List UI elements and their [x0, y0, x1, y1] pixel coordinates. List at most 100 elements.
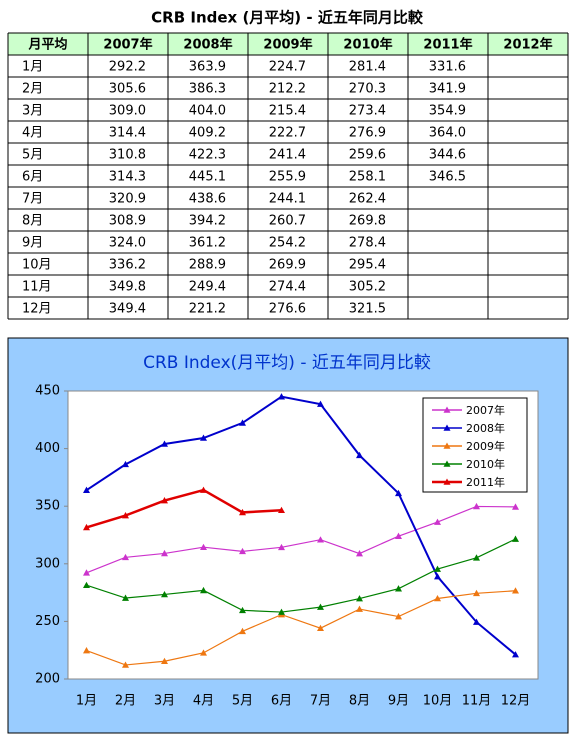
y-tick-label: 200: [35, 672, 60, 687]
point-marker: [200, 434, 207, 441]
table-value-cell: 262.4: [349, 192, 386, 207]
y-tick-label: 300: [35, 556, 60, 571]
x-tick-label: 6月: [271, 694, 292, 709]
point-marker: [83, 486, 90, 493]
point-marker: [356, 451, 363, 459]
point-marker: [317, 536, 324, 543]
table-value-cell: 344.6: [429, 148, 466, 163]
table-month-cell: 1月: [22, 60, 43, 75]
series-line: [86, 488, 282, 529]
point-marker: [317, 603, 324, 610]
point-marker: [395, 585, 402, 592]
x-tick-label: 12月: [501, 694, 531, 709]
table-value-cell: 222.7: [269, 126, 306, 141]
table-value-cell: 255.9: [269, 170, 306, 185]
series-line: [86, 590, 516, 666]
table-value-cell: 354.9: [429, 104, 466, 119]
table-value-cell: 314.3: [109, 170, 146, 185]
table-value-cell: 224.7: [269, 60, 306, 75]
point-marker: [122, 661, 129, 668]
point-marker: [239, 627, 246, 635]
table-value-cell: 409.2: [189, 126, 226, 141]
point-marker: [122, 594, 129, 601]
legend-marker: [443, 424, 451, 431]
table-value-cell: 331.6: [429, 60, 466, 75]
legend-marker: [443, 478, 451, 485]
point-marker: [161, 590, 168, 598]
table-value-cell: 295.4: [349, 258, 386, 273]
table-header-cell: 2012年: [503, 37, 552, 53]
point-marker: [434, 518, 441, 525]
legend-label: 2009年: [466, 439, 505, 453]
table-value-cell: 212.2: [269, 82, 306, 97]
point-marker: [473, 589, 480, 597]
table-value-cell: 349.8: [109, 280, 146, 295]
table-value-cell: 269.9: [269, 258, 306, 273]
point-marker: [512, 587, 519, 594]
table-value-cell: 215.4: [269, 104, 306, 119]
point-marker: [239, 508, 246, 516]
x-tick-label: 7月: [310, 694, 331, 709]
legend-marker: [443, 460, 451, 467]
table-value-cell: 336.2: [109, 258, 146, 273]
table-value-cell: 363.9: [189, 60, 226, 75]
point-marker: [239, 547, 246, 555]
x-tick-label: 2月: [115, 694, 136, 709]
point-marker: [512, 651, 519, 658]
point-marker: [278, 543, 285, 551]
point-marker: [83, 569, 90, 576]
table-header-cell: 2010年: [343, 37, 392, 53]
x-tick-label: 8月: [349, 694, 370, 709]
x-tick-label: 10月: [423, 694, 453, 709]
series-line: [86, 505, 516, 574]
point-marker: [83, 647, 90, 654]
table-value-cell: 404.0: [189, 104, 226, 119]
table-value-cell: 305.2: [349, 280, 386, 295]
y-tick-label: 450: [35, 384, 60, 399]
table-value-cell: 249.4: [189, 280, 226, 295]
table-header-cell: 2007年: [103, 37, 152, 53]
point-marker: [161, 497, 168, 504]
table-value-cell: 270.3: [349, 82, 386, 97]
point-marker: [473, 502, 480, 510]
series-line: [86, 538, 516, 613]
table-month-cell: 8月: [22, 214, 43, 229]
table-value-cell: 324.0: [109, 236, 146, 251]
x-tick-label: 1月: [76, 694, 97, 709]
table-month-cell: 6月: [22, 170, 43, 185]
point-marker: [512, 535, 519, 542]
table-month-cell: 11月: [22, 280, 52, 295]
table-value-cell: 346.5: [429, 170, 466, 185]
point-marker: [161, 549, 168, 557]
point-marker: [473, 618, 480, 625]
point-marker: [473, 554, 480, 561]
table-value-cell: 288.9: [189, 258, 226, 273]
x-tick-label: 3月: [154, 694, 175, 709]
point-marker: [161, 440, 168, 447]
table-value-cell: 310.8: [109, 148, 146, 163]
table-header-cell: 2011年: [423, 37, 472, 53]
point-marker: [356, 605, 363, 612]
table-value-cell: 274.4: [269, 280, 306, 295]
point-marker: [512, 503, 519, 510]
point-marker: [434, 573, 441, 580]
legend-label: 2007年: [466, 403, 505, 417]
point-marker: [83, 581, 90, 589]
point-marker: [395, 613, 402, 620]
table-month-cell: 5月: [22, 148, 43, 163]
point-marker: [200, 586, 207, 594]
y-tick-label: 250: [35, 614, 60, 629]
point-marker: [278, 393, 285, 400]
table-value-cell: 221.2: [189, 302, 226, 317]
series-line: [85, 395, 517, 656]
table-value-cell: 386.3: [189, 82, 226, 97]
legend-label: 2008年: [466, 421, 505, 435]
table-value-cell: 305.6: [109, 82, 146, 97]
table-value-cell: 260.7: [269, 214, 306, 229]
table-month-cell: 4月: [22, 126, 43, 141]
table-value-cell: 422.3: [189, 148, 226, 163]
table-value-cell: 445.1: [189, 170, 226, 185]
table-value-cell: 364.0: [429, 126, 466, 141]
table-month-cell: 10月: [22, 258, 52, 273]
